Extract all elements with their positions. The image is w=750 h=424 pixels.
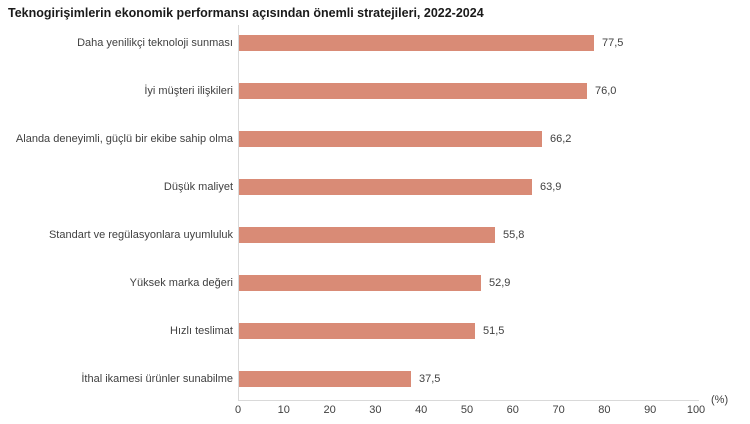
x-tick-label: 70 <box>552 404 565 416</box>
bar-row: Alanda deneyimli, güçlü bir ekibe sahip … <box>0 131 750 147</box>
category-label: İthal ikamesi ürünler sunabilme <box>81 373 233 385</box>
bar <box>239 275 481 291</box>
bar <box>239 179 532 195</box>
value-label: 55,8 <box>503 229 525 241</box>
x-tick-label: 100 <box>686 404 706 416</box>
value-label: 37,5 <box>419 373 441 385</box>
category-label: İyi müşteri ilişkileri <box>144 85 233 97</box>
bar <box>239 83 587 99</box>
bar-row: İyi müşteri ilişkileri 76,0 <box>0 83 750 99</box>
value-label: 51,5 <box>483 325 505 337</box>
x-tick-label: 0 <box>234 404 242 416</box>
bar-row: Yüksek marka değeri 52,9 <box>0 275 750 291</box>
value-label: 66,2 <box>550 133 572 145</box>
x-axis-line <box>238 400 699 401</box>
bar <box>239 35 594 51</box>
bar <box>239 227 495 243</box>
x-tick-label: 50 <box>460 404 474 416</box>
y-axis-line <box>238 25 239 401</box>
category-label: Standart ve regülasyonlara uyumluluk <box>48 229 233 241</box>
category-label: Daha yenilikçi teknoloji sunması <box>77 37 233 49</box>
x-tick-label: 60 <box>506 404 519 416</box>
bar <box>239 323 475 339</box>
percent-unit-label: (%) <box>711 394 729 406</box>
bar-row: Düşük maliyet 63,9 <box>0 179 750 195</box>
bar <box>239 371 411 387</box>
chart-title: Teknogirişimlerin ekonomik performansı a… <box>8 6 484 20</box>
x-tick-label: 90 <box>644 404 657 416</box>
bar-row: Standart ve regülasyonlara uyumluluk 55,8 <box>0 227 750 243</box>
x-tick-label: 10 <box>277 404 290 416</box>
value-label: 77,5 <box>602 37 624 49</box>
category-label: Düşük maliyet <box>163 181 233 193</box>
value-label: 52,9 <box>489 277 511 289</box>
value-label: 76,0 <box>595 85 617 97</box>
bar-row: Daha yenilikçi teknoloji sunması 77,5 <box>0 35 750 51</box>
bar <box>239 131 542 147</box>
x-tick-label: 40 <box>415 404 428 416</box>
x-tick-label: 20 <box>323 404 336 416</box>
category-label: Yüksek marka değeri <box>129 277 233 289</box>
category-label: Hızlı teslimat <box>170 325 233 337</box>
value-label: 63,9 <box>540 181 562 193</box>
bar-row: Hızlı teslimat 51,5 <box>0 323 750 339</box>
x-tick-label: 80 <box>598 404 611 416</box>
category-label: Alanda deneyimli, güçlü bir ekibe sahip … <box>15 133 233 145</box>
x-tick-label: 30 <box>369 404 382 416</box>
bar-row: İthal ikamesi ürünler sunabilme 37,5 <box>0 371 750 387</box>
